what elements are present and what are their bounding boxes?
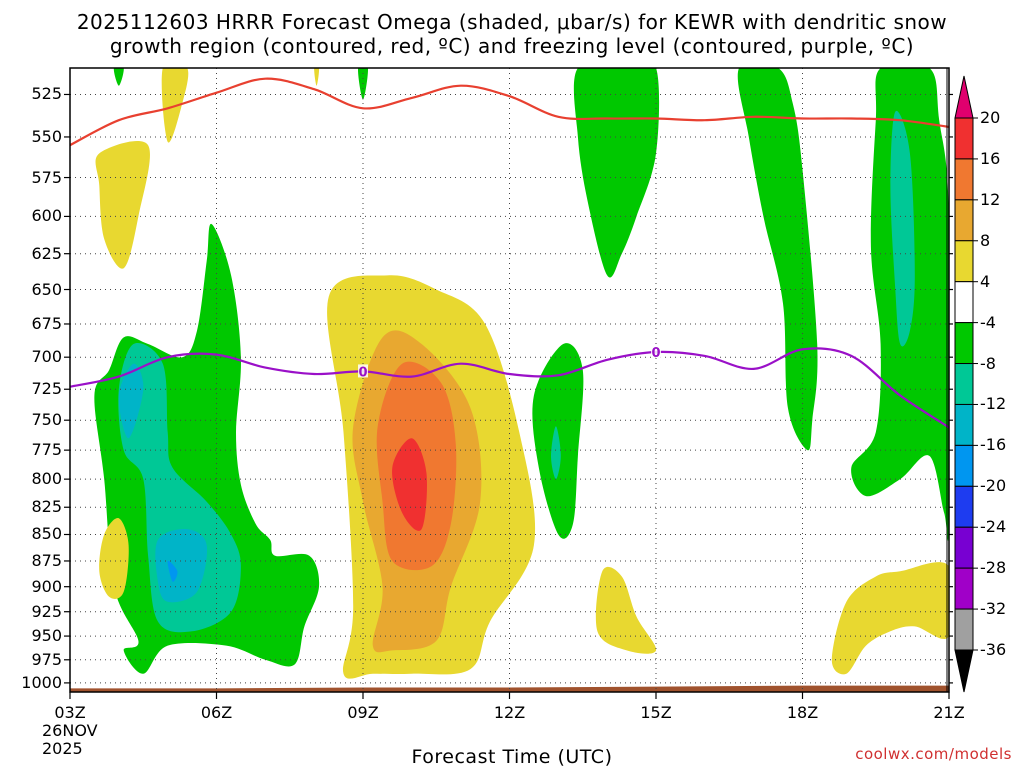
x-axis-title: Forecast Time (UTC) [411, 746, 613, 768]
colorbar-segment [954, 444, 974, 487]
omega-region-4 [831, 562, 949, 675]
freezing-level-label: 0 [358, 365, 367, 380]
colorbar-label: 20 [980, 108, 1001, 127]
omega-region--8 [890, 110, 915, 347]
colorbar-label: -8 [980, 353, 996, 373]
x-tick-label: 18Z [786, 703, 819, 722]
y-tick-label: 950 [31, 626, 62, 646]
colorbar-segment [954, 485, 974, 528]
colorbar-bottom-arrow [954, 649, 974, 693]
colorbar-segment [954, 281, 974, 324]
y-tick-label: 900 [31, 576, 62, 596]
y-tick-label: 700 [31, 347, 62, 367]
y-tick-label: 800 [31, 469, 62, 489]
y-tick-label: 675 [31, 313, 62, 333]
y-tick-label: 650 [31, 279, 62, 299]
omega-region--4 [737, 68, 818, 451]
y-tick-label: 550 [31, 126, 62, 146]
omega-region--16 [167, 560, 178, 582]
y-tick-label: 825 [31, 497, 62, 517]
colorbar-segment [954, 117, 974, 160]
colorbar-top-arrow [954, 75, 974, 119]
colorbar-segment [954, 363, 974, 405]
x-tick-label: 03Z [54, 703, 86, 722]
y-tick-label: 775 [31, 440, 62, 460]
snow-growth-contour [70, 77, 949, 147]
colorbar-label: -4 [980, 312, 996, 332]
start-date-year: 2025 [42, 739, 83, 758]
omega-region-4 [595, 566, 657, 654]
colorbar-segment [954, 199, 974, 242]
omega-region-16 [392, 438, 428, 531]
y-tick-label: 625 [31, 243, 62, 263]
y-tick-label: 1000 [21, 672, 62, 692]
omega-region-4 [95, 141, 150, 269]
omega-region--8 [118, 342, 241, 633]
omega-region-4 [99, 517, 129, 599]
colorbar-label: -28 [980, 558, 1007, 578]
colorbar-segment [954, 567, 974, 610]
y-tick-label: 575 [31, 167, 62, 187]
freezing-level-contour [70, 347, 949, 429]
colorbar-segment [954, 608, 974, 651]
y-tick-label: 525 [31, 84, 62, 104]
y-tick-label: 850 [31, 524, 62, 544]
chart-title-line2: growth region (contoured, red, ºC) and f… [109, 34, 915, 58]
omega-region--12 [155, 528, 208, 603]
colorbar-segment [954, 403, 974, 446]
y-tick-label: 975 [31, 649, 62, 669]
omega-region-4 [314, 68, 320, 86]
freezing-level-label: 0 [651, 346, 660, 361]
omega-region--8 [551, 426, 561, 480]
y-tick-label: 875 [31, 550, 62, 570]
chart-title-line1: 2025112603 HRRR Forecast Omega (shaded, … [76, 10, 948, 34]
colorbar-label: -36 [980, 640, 1007, 659]
omega-region-4 [161, 68, 189, 143]
x-tick-label: 09Z [347, 703, 379, 722]
colorbar-label: 8 [980, 230, 991, 250]
y-tick-label: 725 [31, 379, 62, 399]
y-tick-label: 600 [31, 206, 62, 226]
colorbar-segment [954, 158, 974, 201]
colorbar-label: 4 [980, 271, 991, 291]
colorbar-segment [954, 240, 974, 283]
y-tick-label: 750 [31, 410, 62, 430]
x-tick-label: 06Z [200, 703, 233, 722]
colorbar-segment [954, 322, 974, 365]
colorbar-label: -20 [980, 476, 1007, 496]
omega-region--4 [358, 68, 368, 100]
x-tick-label: 15Z [640, 703, 672, 722]
colorbar-label: -12 [980, 394, 1007, 414]
omega-region--4 [573, 68, 660, 278]
plot-area: 00 [70, 68, 949, 692]
colorbar-label: -32 [980, 599, 1007, 619]
y-tick-label: 925 [31, 601, 62, 621]
x-tick-label: 12Z [493, 703, 526, 722]
credit-text[interactable]: coolwx.com/models [855, 745, 1012, 763]
colorbar-segment [954, 526, 974, 569]
colorbar-label: 12 [980, 189, 1001, 209]
start-date-day: 26NOV [42, 721, 98, 740]
colorbar-label: -24 [980, 517, 1007, 537]
freezing-level-label-bg [358, 364, 368, 378]
x-tick-label: 21Z [933, 703, 965, 722]
omega-region--12 [118, 363, 144, 439]
omega-region--4 [113, 68, 124, 86]
colorbar-label: 16 [980, 148, 1001, 168]
freezing-level-label-bg [651, 344, 661, 358]
colorbar-label: -16 [980, 435, 1007, 455]
